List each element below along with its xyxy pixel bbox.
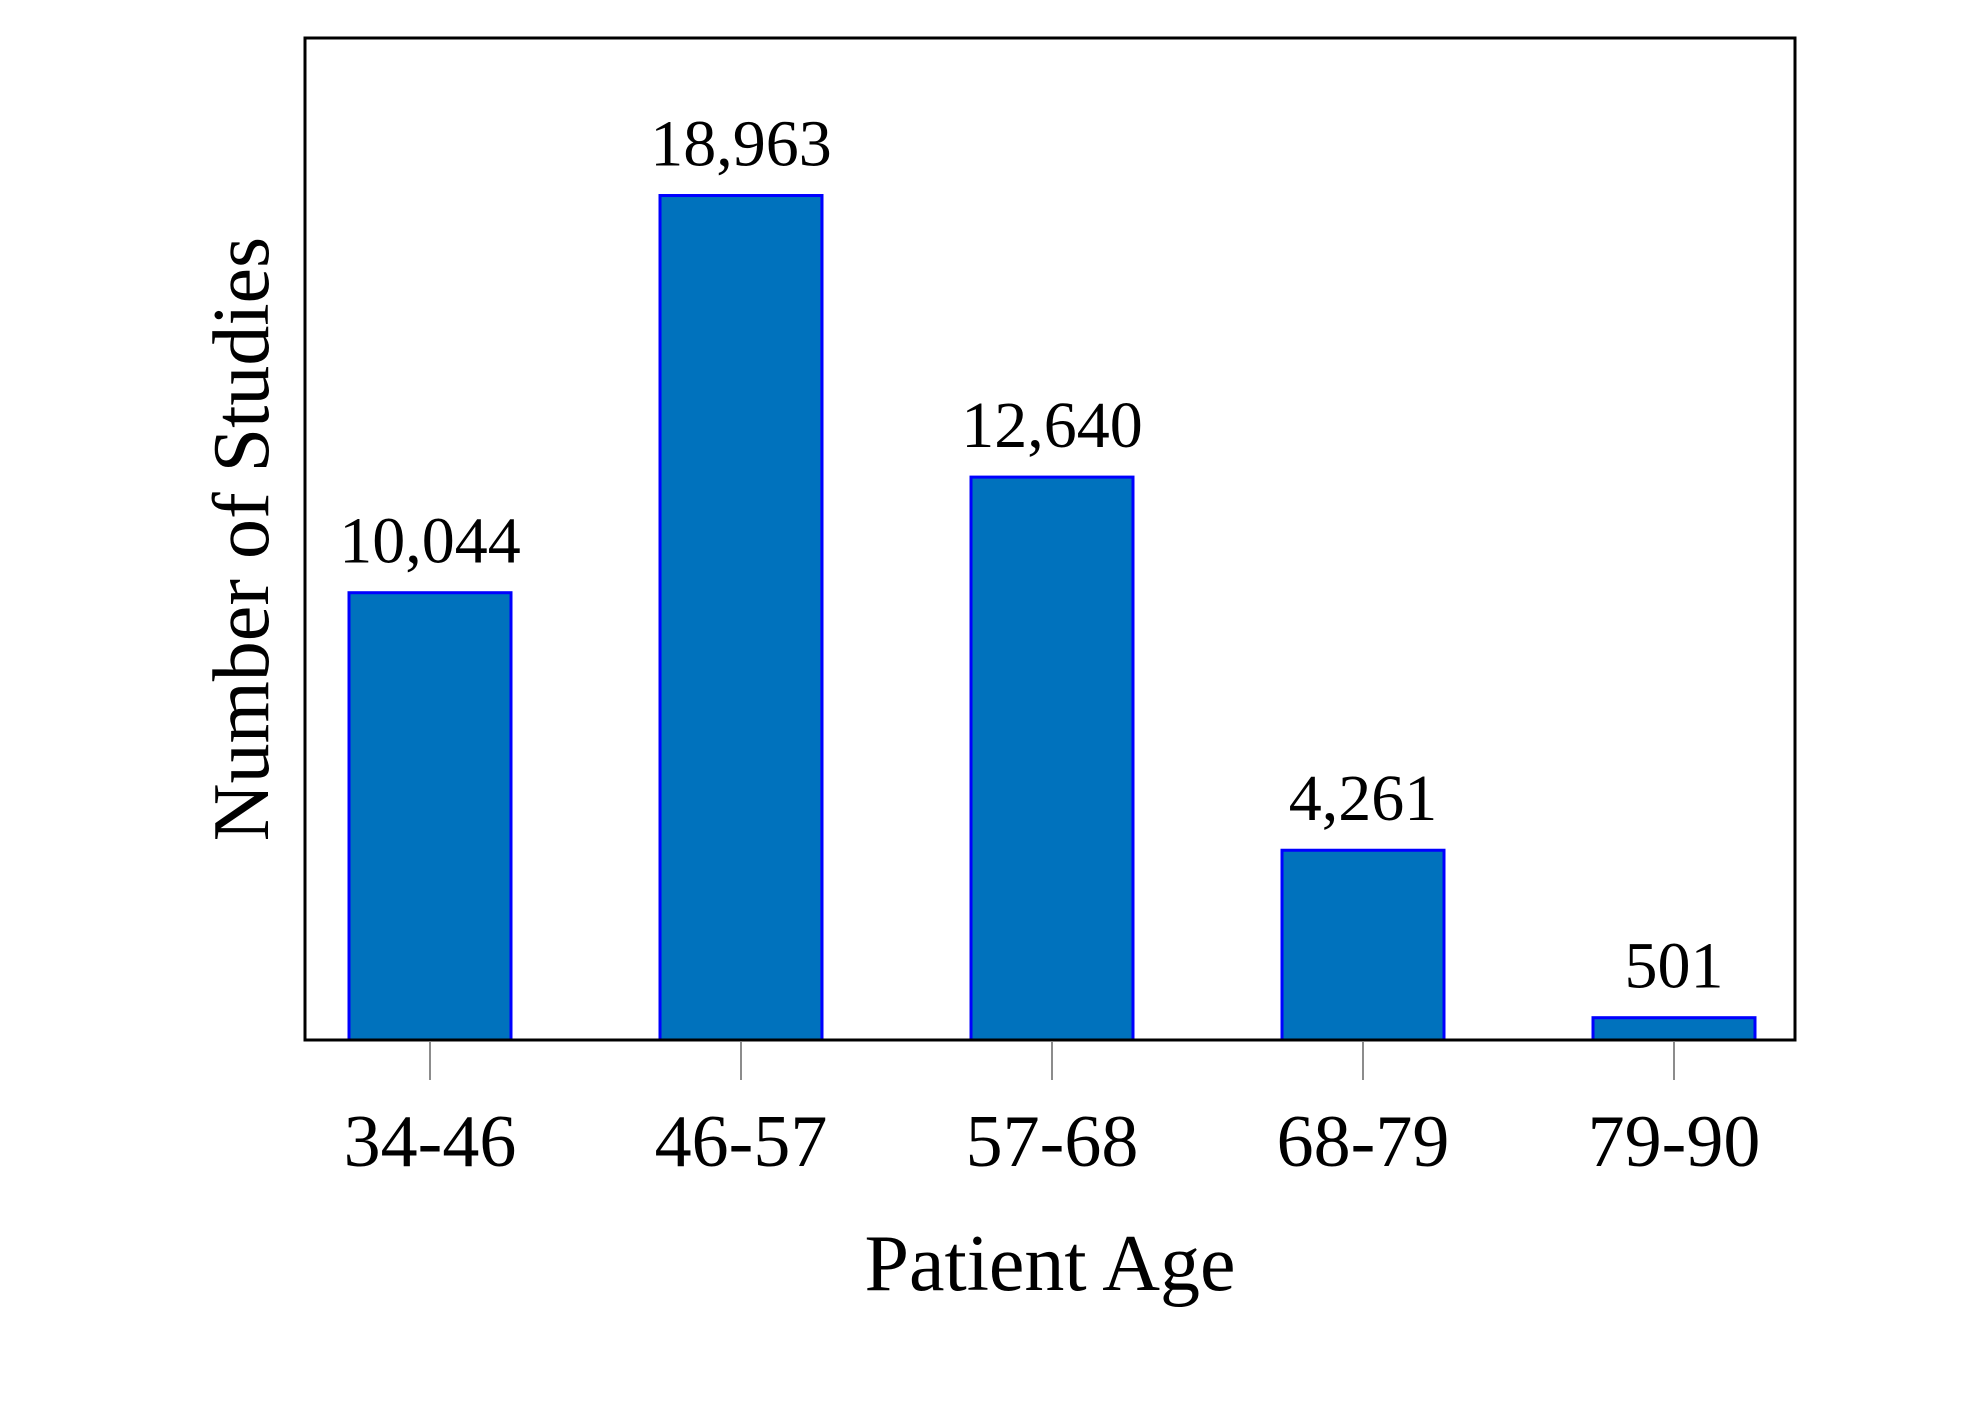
data-labels-layer: 10,044 18,963 12,640 4,261 501 <box>339 108 1723 1003</box>
bars-layer <box>347 194 1757 1042</box>
data-label-57-68: 12,640 <box>961 389 1143 462</box>
data-label-79-90: 501 <box>1625 930 1724 1003</box>
x-ticks-layer: 34-46 46-57 57-68 68-79 79-90 <box>344 1042 1761 1183</box>
x-tick-label-68-79: 68-79 <box>1277 1101 1450 1183</box>
bar-79-90 <box>1591 1016 1757 1042</box>
data-label-46-57: 18,963 <box>650 108 832 181</box>
x-tick-label-57-68: 57-68 <box>966 1101 1139 1183</box>
x-axis-title: Patient Age <box>864 1220 1235 1308</box>
bar-34-46 <box>347 591 513 1042</box>
bar-46-57 <box>658 194 824 1042</box>
data-label-68-79: 4,261 <box>1289 762 1438 835</box>
bar-57-68 <box>969 475 1135 1042</box>
x-tick-label-79-90: 79-90 <box>1588 1101 1761 1183</box>
plot-frame <box>303 36 1797 1042</box>
data-label-34-46: 10,044 <box>339 505 521 578</box>
bar-68-79 <box>1280 848 1446 1042</box>
x-tick-label-46-57: 46-57 <box>655 1101 828 1183</box>
x-tick-label-34-46: 34-46 <box>344 1101 517 1183</box>
y-axis-title: Number of Studies <box>198 237 286 841</box>
